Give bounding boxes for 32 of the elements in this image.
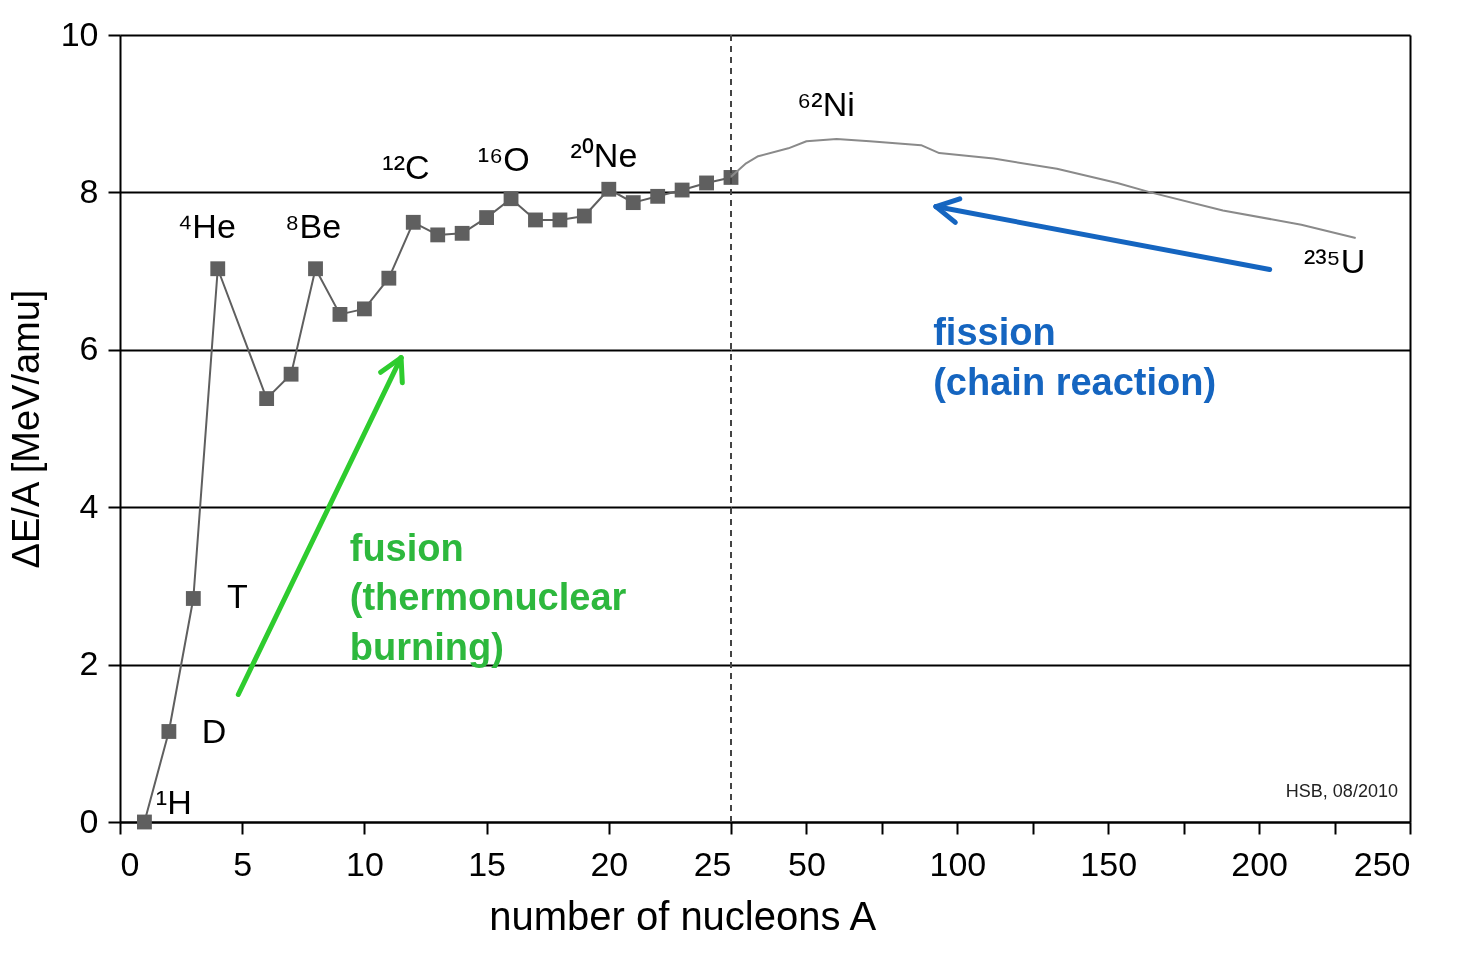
x-tick-label: 0: [120, 844, 140, 883]
annotation: ¹²C: [382, 147, 430, 186]
y-tick-label: 8: [79, 171, 99, 210]
annotation: HSB, 08/2010: [1285, 781, 1398, 802]
annotation: ²³⁵U: [1303, 242, 1366, 281]
y-tick-label: 2: [79, 644, 99, 683]
x-tick-label: 20: [590, 844, 629, 883]
x-axis-title: number of nucleons A: [489, 893, 877, 938]
x-tick-label: 200: [1231, 844, 1288, 883]
x-tick-label: 100: [929, 844, 987, 883]
annotation: ⁴He: [177, 206, 236, 245]
annotation: D: [201, 712, 227, 751]
x-tick-label: 150: [1080, 844, 1138, 883]
x-tick-label: 15: [468, 844, 507, 883]
x-tick-label: 250: [1353, 844, 1411, 883]
annotation: fission (chain reaction): [933, 311, 1217, 403]
y-axis-title: ΔE/A [MeV/amu]: [4, 289, 47, 569]
annotation: fusion (thermonuclear burning): [349, 526, 627, 668]
annotation: ²⁰Ne: [570, 135, 638, 174]
annotation: ¹⁶O: [477, 139, 530, 178]
x-tick-label: 10: [345, 844, 384, 883]
y-tick-label: 0: [79, 801, 99, 840]
annotation: T: [226, 577, 248, 616]
annotation: ¹H: [155, 782, 192, 821]
y-tick-label: 10: [60, 14, 99, 53]
x-tick-label: 5: [233, 844, 253, 883]
x-tick-label: 25: [693, 844, 732, 883]
annotation: ⁸Be: [285, 206, 342, 245]
annotation: ⁶²Ni: [797, 84, 855, 123]
y-tick-label: 4: [79, 486, 99, 525]
x-tick-label: 50: [788, 844, 826, 883]
y-tick-label: 6: [79, 329, 99, 368]
